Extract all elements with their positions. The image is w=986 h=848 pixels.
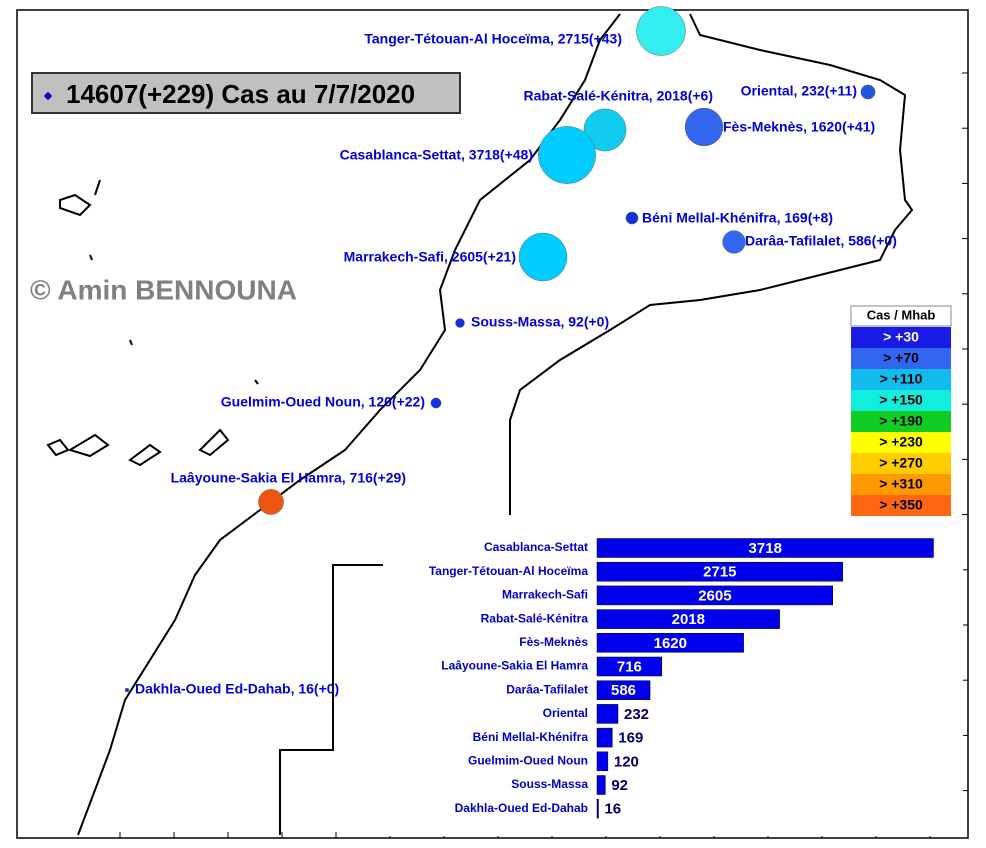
- bar: [596, 609, 780, 629]
- watermark: © Amin BENNOUNA: [30, 274, 297, 305]
- islands: [46, 179, 259, 467]
- border: [509, 13, 914, 515]
- value-label: 716: [617, 658, 642, 675]
- category-label: Tanger-Tétouan-Al Hoceïma: [429, 564, 588, 578]
- bar: [596, 585, 834, 606]
- value-label: 1620: [654, 635, 687, 652]
- region-label: Laâyoune-Sakia El Hamra, 716(+29): [171, 470, 406, 486]
- legend-label: > +270: [879, 455, 923, 471]
- region-label: Souss-Massa, 92(+0): [471, 314, 609, 330]
- bar: [596, 727, 613, 748]
- legend-swatch: [851, 411, 951, 432]
- region-label: Casablanca-Settat, 3718(+48): [340, 147, 533, 163]
- region-bubble: [625, 211, 639, 225]
- region-label: Béni Mellal-Khénifra, 169(+8): [642, 210, 833, 226]
- legend-label: > +230: [879, 434, 923, 450]
- legend-swatch: [851, 474, 951, 495]
- value-label: 586: [611, 682, 636, 699]
- bar: [596, 656, 663, 677]
- bar: [596, 798, 599, 819]
- legend-swatch: [851, 432, 951, 453]
- legend-swatch: [851, 495, 951, 516]
- legend-label: > +350: [879, 497, 923, 513]
- category-label: Rabat-Salé-Kénitra: [481, 611, 589, 625]
- region-bubble: [583, 108, 627, 152]
- value-label: 120: [614, 753, 639, 770]
- value-label: 232: [624, 706, 649, 723]
- bar: [596, 704, 619, 724]
- legend-title: Cas / Mhab: [867, 307, 936, 322]
- value-label: 2018: [672, 611, 705, 628]
- region-bubble: [124, 687, 130, 693]
- bar: [596, 775, 606, 795]
- legend-swatch: [851, 390, 951, 411]
- title: 14607(+229) Cas au 7/7/2020: [66, 79, 415, 109]
- region-bubble: [258, 489, 284, 515]
- category-label: Fès-Meknès: [519, 635, 588, 649]
- value-label: 16: [604, 801, 621, 818]
- legend-swatch: [851, 369, 951, 390]
- region-label: Marrakech-Safi, 2605(+21): [344, 249, 516, 265]
- legend-label: > +190: [879, 413, 923, 429]
- category-label: Souss-Massa: [511, 777, 588, 791]
- region-bubble: [518, 232, 568, 282]
- region-bubble: [636, 6, 686, 56]
- category-label: Marrakech-Safi: [502, 588, 588, 602]
- value-label: 2715: [703, 564, 736, 581]
- region-bubble: [430, 397, 442, 409]
- region-bubble: [538, 126, 596, 184]
- title-bullet: [43, 91, 53, 101]
- region-bubble: [684, 107, 724, 147]
- legend-swatch: [851, 327, 951, 348]
- bar: [596, 561, 843, 582]
- value-label: 92: [611, 777, 628, 794]
- bar: [596, 680, 651, 700]
- category-label: Guelmim-Oued Noun: [468, 753, 588, 767]
- legend-label: > +30: [883, 329, 919, 345]
- legend-swatch: [851, 453, 951, 474]
- region-label: Guelmim-Oued Noun, 120(+22): [221, 394, 425, 410]
- region-bubble: [455, 318, 465, 328]
- value-label: 169: [618, 730, 643, 747]
- region-label: Tanger-Tétouan-Al Hoceïma, 2715(+43): [364, 31, 622, 47]
- title-box: [31, 72, 461, 114]
- value-label: 3718: [749, 540, 782, 557]
- bar: [596, 633, 744, 653]
- region-label: Rabat-Salé-Kénitra, 2018(+6): [524, 88, 713, 104]
- legend-swatch: [851, 348, 951, 369]
- legend-label: > +110: [880, 371, 923, 387]
- category-label: Oriental: [543, 706, 588, 720]
- border: [279, 564, 383, 835]
- legend-label: > +310: [879, 476, 923, 492]
- category-label: Darâa-Tafilalet: [506, 682, 588, 696]
- region-bubble: [860, 84, 876, 100]
- category-label: Béni Mellal-Khénifra: [473, 730, 589, 744]
- region-label: Darâa-Tafilalet, 586(+0): [745, 233, 897, 249]
- category-label: Casablanca-Settat: [484, 540, 588, 554]
- value-label: 2605: [698, 587, 731, 604]
- category-label: Dakhla-Oued Ed-Dahab: [455, 801, 588, 815]
- region-label: Oriental, 232(+11): [741, 83, 857, 99]
- category-label: Laâyoune-Sakia El Hamra: [441, 659, 588, 673]
- legend-label: > +70: [883, 350, 919, 366]
- region-bubble: [722, 230, 746, 254]
- legend-header: [850, 305, 952, 327]
- region-label: Fès-Meknès, 1620(+41): [723, 119, 875, 135]
- legend-label: > +150: [879, 392, 923, 408]
- bar: [596, 751, 609, 772]
- bar: [596, 538, 934, 558]
- region-label: Dakhla-Oued Ed-Dahab, 16(+0): [135, 681, 339, 697]
